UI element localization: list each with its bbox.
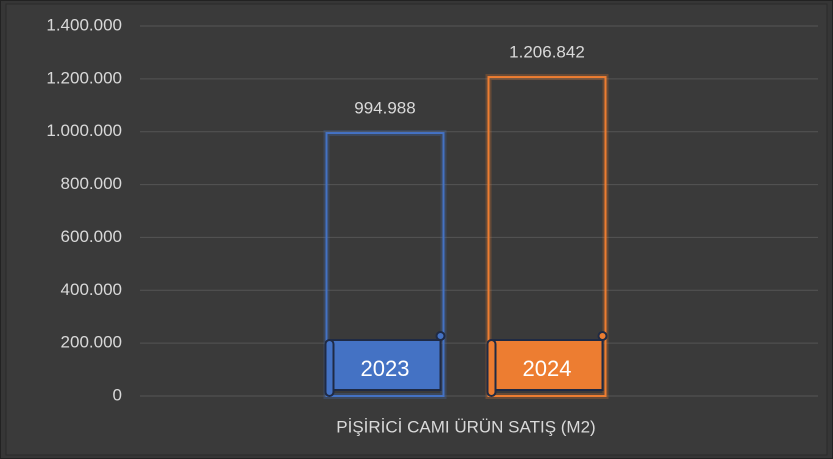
legend-scroll-end (435, 331, 446, 341)
y-tick-label: 0 (113, 385, 122, 404)
legend-label: 2024 (523, 356, 572, 381)
bar (487, 76, 607, 398)
value-label: 994.988 (354, 99, 415, 118)
legend-label: 2023 (361, 356, 410, 381)
y-tick-label: 1.400.000 (46, 15, 122, 34)
x-tick-label: PİŞİRİCİ CAMI ÜRÜN SATIŞ (M2) (336, 417, 595, 436)
y-tick-label: 1.200.000 (46, 68, 122, 87)
y-tick-label: 200.000 (61, 333, 122, 352)
y-tick-label: 800.000 (61, 174, 122, 193)
legend-banner (328, 339, 442, 391)
y-tick-label: 400.000 (61, 280, 122, 299)
legend-banner (490, 339, 604, 391)
legend-scroll (324, 339, 335, 397)
legend-scroll (486, 339, 497, 397)
y-tick-label: 1.000.000 (46, 121, 122, 140)
value-label: 1.206.842 (509, 43, 585, 62)
y-tick-label: 600.000 (61, 227, 122, 246)
legend-scroll-end (597, 331, 608, 341)
bar (325, 132, 445, 397)
